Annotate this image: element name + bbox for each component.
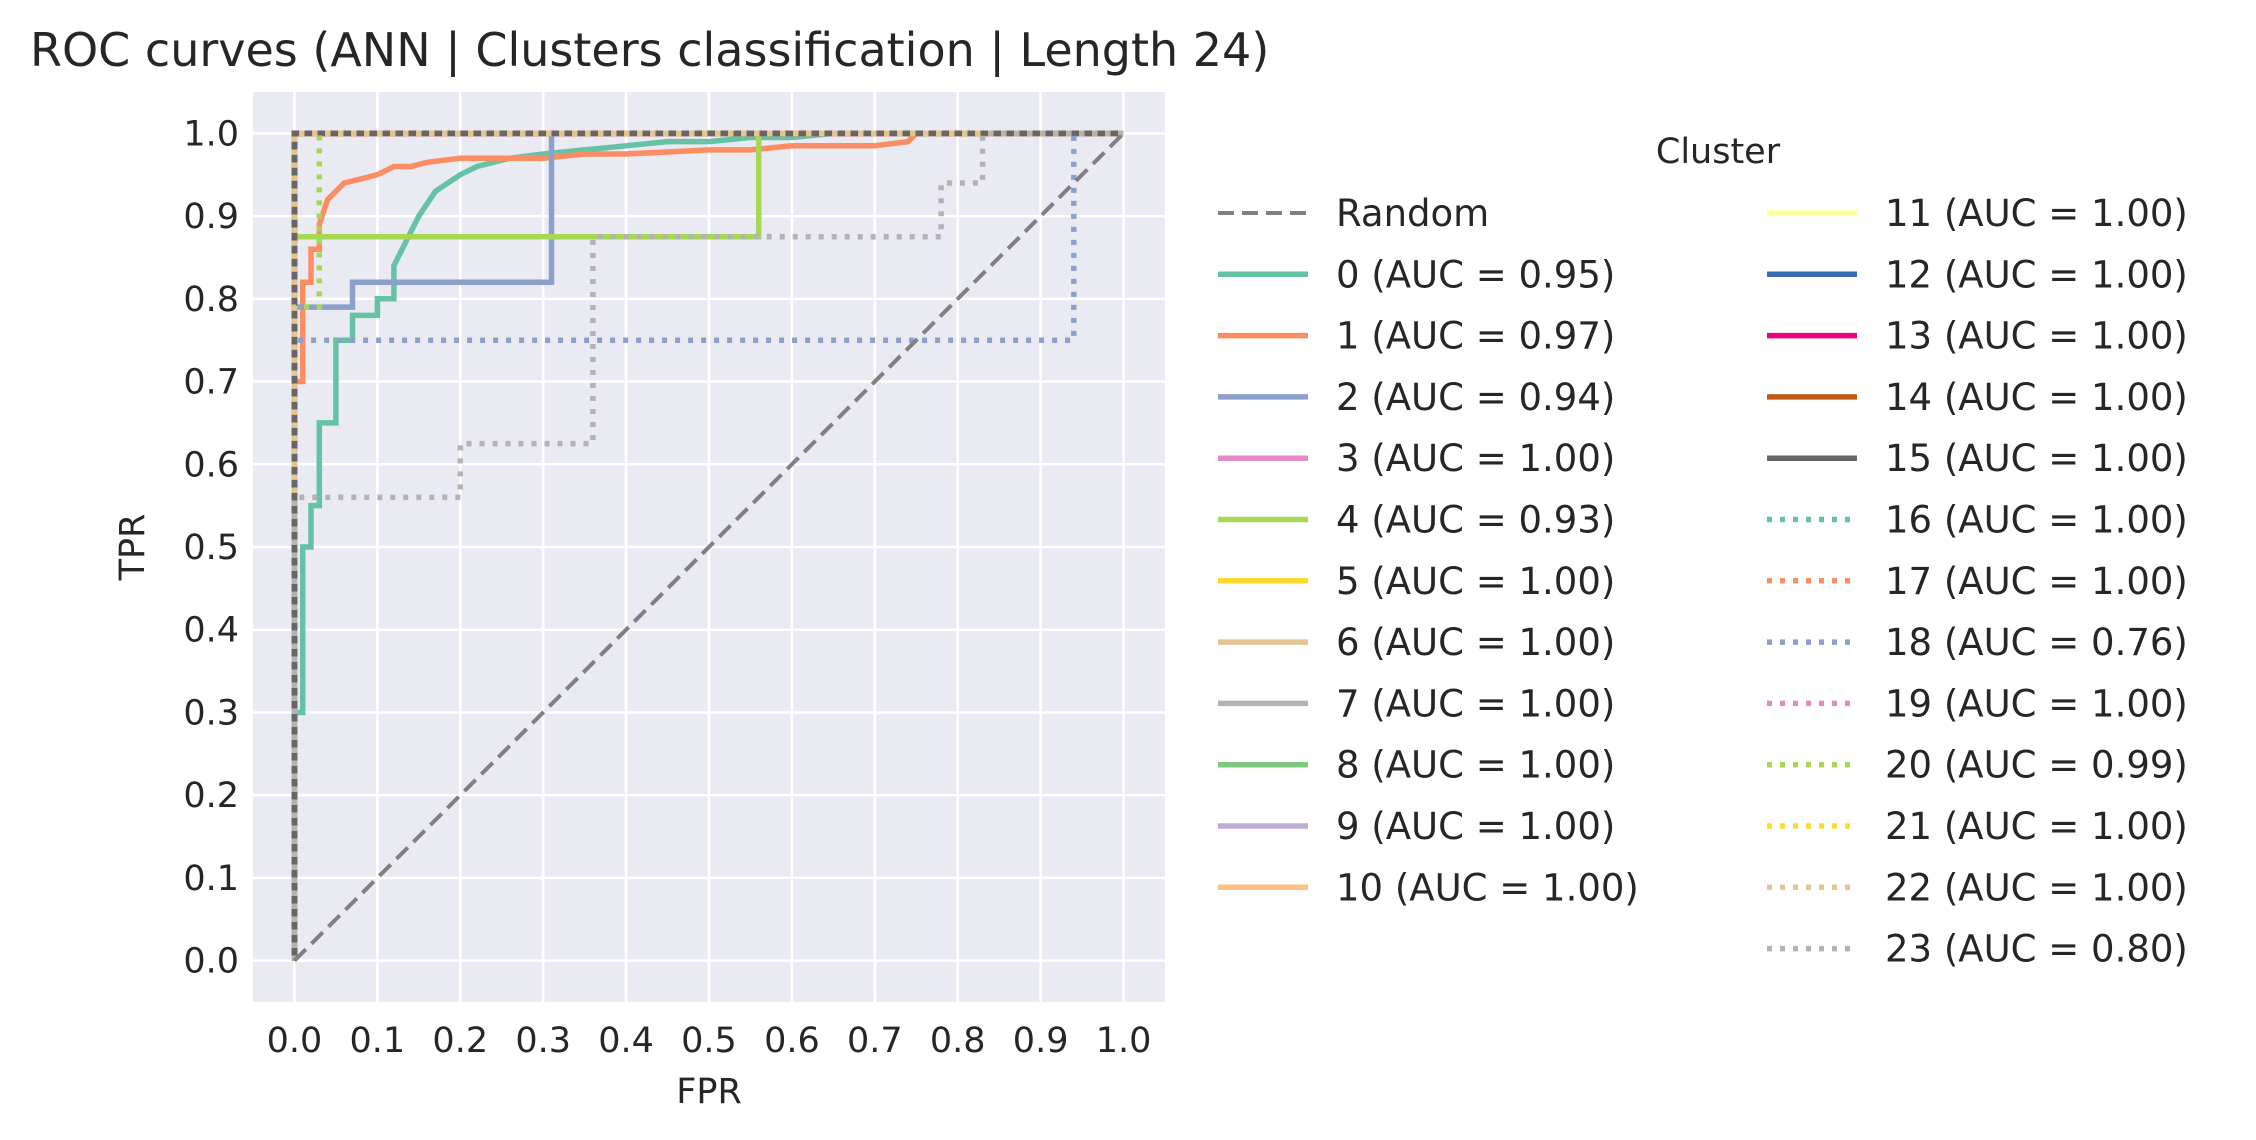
legend-item-0: Random bbox=[1218, 192, 1489, 235]
x-tick-label: 0.0 bbox=[267, 1021, 323, 1061]
legend-item-4: 3 (AUC = 1.00) bbox=[1218, 437, 1615, 480]
x-axis-label: FPR bbox=[676, 1072, 742, 1112]
legend-label: 14 (AUC = 1.00) bbox=[1885, 376, 2188, 419]
y-tick-label: 0.3 bbox=[183, 693, 239, 733]
x-tick-label: 0.2 bbox=[432, 1021, 488, 1061]
legend-item-24: 23 (AUC = 0.80) bbox=[1767, 928, 2188, 971]
x-tick-label: 0.6 bbox=[764, 1021, 820, 1061]
legend-label: 3 (AUC = 1.00) bbox=[1336, 437, 1615, 480]
y-tick-label: 0.7 bbox=[183, 363, 239, 403]
legend: Cluster Random 0 (AUC = 0.95) 1 (AUC = 0.9… bbox=[1218, 132, 2188, 971]
legend-label: 2 (AUC = 0.94) bbox=[1336, 376, 1615, 419]
y-tick-label: 1.0 bbox=[183, 114, 239, 154]
legend-label: 0 (AUC = 0.95) bbox=[1336, 253, 1615, 296]
legend-item-10: 9 (AUC = 1.00) bbox=[1218, 805, 1615, 848]
legend-label: 1 (AUC = 0.97) bbox=[1336, 315, 1615, 358]
x-tick-label: 0.3 bbox=[515, 1021, 571, 1061]
y-tick-label: 0.2 bbox=[183, 776, 239, 816]
legend-label: 19 (AUC = 1.00) bbox=[1885, 682, 2188, 725]
legend-item-16: 15 (AUC = 1.00) bbox=[1767, 437, 2188, 480]
legend-label: 6 (AUC = 1.00) bbox=[1336, 621, 1615, 664]
legend-label: Random bbox=[1336, 192, 1489, 235]
legend-label: 5 (AUC = 1.00) bbox=[1336, 560, 1615, 603]
x-tick-label: 0.8 bbox=[930, 1021, 986, 1061]
legend-label: 15 (AUC = 1.00) bbox=[1885, 437, 2188, 480]
legend-label: 11 (AUC = 1.00) bbox=[1885, 192, 2188, 235]
legend-item-21: 20 (AUC = 0.99) bbox=[1767, 744, 2188, 787]
x-tick-label: 0.5 bbox=[681, 1021, 737, 1061]
chart-title: ROC curves (ANN | Clusters classificatio… bbox=[30, 23, 1269, 78]
series-lines bbox=[291, 130, 1125, 963]
series-line-1 bbox=[291, 130, 958, 961]
legend-item-9: 8 (AUC = 1.00) bbox=[1218, 744, 1615, 787]
legend-item-1: 0 (AUC = 0.95) bbox=[1218, 253, 1615, 296]
y-tick-label: 0.8 bbox=[183, 280, 239, 320]
y-tick-label: 0.9 bbox=[183, 197, 239, 237]
legend-label: 23 (AUC = 0.80) bbox=[1885, 928, 2188, 971]
legend-label: 4 (AUC = 0.93) bbox=[1336, 499, 1615, 542]
legend-label: 22 (AUC = 1.00) bbox=[1885, 866, 2188, 909]
legend-item-14: 13 (AUC = 1.00) bbox=[1767, 315, 2188, 358]
x-tick-label: 0.7 bbox=[847, 1021, 903, 1061]
legend-item-19: 18 (AUC = 0.76) bbox=[1767, 621, 2188, 664]
legend-title: Cluster bbox=[1656, 132, 1781, 172]
x-tick-labels: 0.0 0.1 0.2 0.3 0.4 0.5 0.6 0.7 0.8 0.9 1.0 bbox=[267, 1021, 1152, 1061]
legend-item-15: 14 (AUC = 1.00) bbox=[1767, 376, 2188, 419]
y-tick-label: 0.1 bbox=[183, 859, 239, 899]
legend-item-5: 4 (AUC = 0.93) bbox=[1218, 499, 1615, 542]
legend-item-22: 21 (AUC = 1.00) bbox=[1767, 805, 2188, 848]
legend-item-11: 10 (AUC = 1.00) bbox=[1218, 866, 1639, 909]
legend-label: 10 (AUC = 1.00) bbox=[1336, 866, 1639, 909]
x-tick-label: 0.1 bbox=[350, 1021, 406, 1061]
legend-label: 13 (AUC = 1.00) bbox=[1885, 315, 2188, 358]
legend-label: 9 (AUC = 1.00) bbox=[1336, 805, 1615, 848]
x-tick-label: 0.9 bbox=[1013, 1021, 1069, 1061]
y-tick-label: 0.4 bbox=[183, 611, 239, 651]
legend-item-18: 17 (AUC = 1.00) bbox=[1767, 560, 2188, 603]
legend-item-6: 5 (AUC = 1.00) bbox=[1218, 560, 1615, 603]
y-tick-label: 0.6 bbox=[183, 445, 239, 485]
legend-label: 12 (AUC = 1.00) bbox=[1885, 253, 2188, 296]
legend-label: 16 (AUC = 1.00) bbox=[1885, 499, 2188, 542]
legend-label: 21 (AUC = 1.00) bbox=[1885, 805, 2188, 848]
series-line-2 bbox=[291, 130, 1124, 961]
legend-item-8: 7 (AUC = 1.00) bbox=[1218, 682, 1615, 725]
y-tick-labels: 0.0 0.1 0.2 0.3 0.4 0.5 0.6 0.7 0.8 0.9 1.0 bbox=[183, 114, 239, 981]
legend-item-20: 19 (AUC = 1.00) bbox=[1767, 682, 2188, 725]
legend-label: 7 (AUC = 1.00) bbox=[1336, 682, 1615, 725]
x-tick-label: 0.4 bbox=[598, 1021, 654, 1061]
legend-item-2: 1 (AUC = 0.97) bbox=[1218, 315, 1615, 358]
legend-item-17: 16 (AUC = 1.00) bbox=[1767, 499, 2188, 542]
legend-label: 20 (AUC = 0.99) bbox=[1885, 744, 2188, 787]
series-line-24 bbox=[291, 130, 1124, 961]
series-line-0 bbox=[293, 131, 1125, 963]
legend-label: 8 (AUC = 1.00) bbox=[1336, 744, 1615, 787]
legend-item-12: 11 (AUC = 1.00) bbox=[1767, 192, 2188, 235]
legend-label: 18 (AUC = 0.76) bbox=[1885, 621, 2188, 664]
legend-item-23: 22 (AUC = 1.00) bbox=[1767, 866, 2188, 909]
legend-item-13: 12 (AUC = 1.00) bbox=[1767, 253, 2188, 296]
y-axis-label: TPR bbox=[113, 514, 153, 582]
y-tick-label: 0.5 bbox=[183, 528, 239, 568]
x-tick-label: 1.0 bbox=[1096, 1021, 1152, 1061]
legend-label: 17 (AUC = 1.00) bbox=[1885, 560, 2188, 603]
legend-item-7: 6 (AUC = 1.00) bbox=[1218, 621, 1615, 664]
y-tick-label: 0.0 bbox=[183, 942, 239, 982]
legend-item-3: 2 (AUC = 0.94) bbox=[1218, 376, 1615, 419]
